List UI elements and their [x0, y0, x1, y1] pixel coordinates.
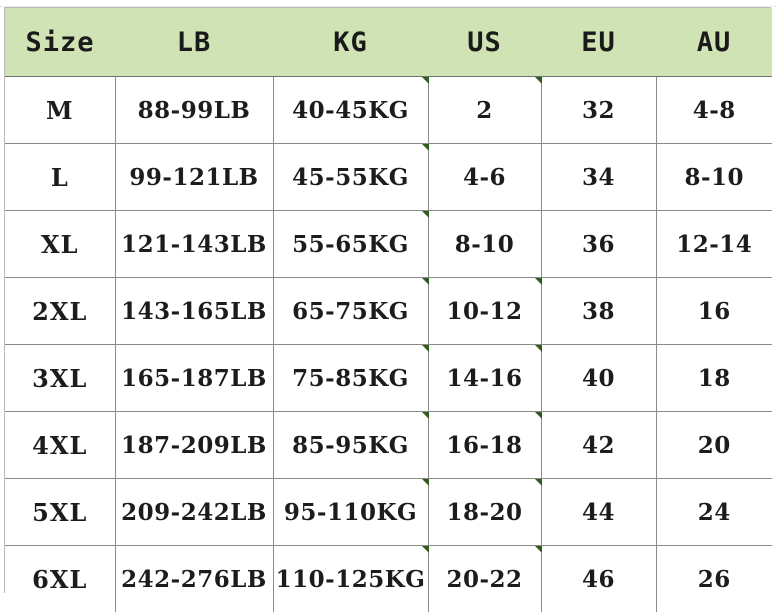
cell-au: 16	[656, 278, 772, 345]
cell-eu: 38	[541, 278, 656, 345]
column-header-us: US	[428, 8, 541, 77]
cell-au: 26	[656, 546, 772, 612]
cell-us: 16-18	[428, 412, 541, 479]
cell-size: 4XL	[5, 412, 115, 479]
cell-lb: 143-165LB	[115, 278, 273, 345]
cell-size: 2XL	[5, 278, 115, 345]
cell-us: 2	[428, 77, 541, 144]
cell-eu: 40	[541, 345, 656, 412]
cell-us: 10-12	[428, 278, 541, 345]
cell-size: 5XL	[5, 479, 115, 546]
cell-us: 8-10	[428, 211, 541, 278]
column-header-lb: LB	[115, 8, 273, 77]
table-row: 3XL 165-187LB 75-85KG 14-16 40 18	[5, 345, 772, 412]
table-row: 6XL 242-276LB 110-125KG 20-22 46 26	[5, 546, 772, 612]
table-row: XL 121-143LB 55-65KG 8-10 36 12-14	[5, 211, 772, 278]
table-row: 5XL 209-242LB 95-110KG 18-20 44 24	[5, 479, 772, 546]
cell-au: 12-14	[656, 211, 772, 278]
cell-size: 6XL	[5, 546, 115, 612]
cell-au: 24	[656, 479, 772, 546]
cell-us: 4-6	[428, 144, 541, 211]
table-row: 2XL 143-165LB 65-75KG 10-12 38 16	[5, 278, 772, 345]
cell-size: L	[5, 144, 115, 211]
cell-us: 14-16	[428, 345, 541, 412]
table-row: 4XL 187-209LB 85-95KG 16-18 42 20	[5, 412, 772, 479]
cell-us: 20-22	[428, 546, 541, 612]
column-header-kg: KG	[273, 8, 428, 77]
cell-eu: 34	[541, 144, 656, 211]
cell-kg: 95-110KG	[273, 479, 428, 546]
column-header-size: Size	[5, 8, 115, 77]
cell-size: XL	[5, 211, 115, 278]
column-header-au: AU	[656, 8, 772, 77]
column-header-eu: EU	[541, 8, 656, 77]
cell-size: 3XL	[5, 345, 115, 412]
table-body: M 88-99LB 40-45KG 2 32 4-8 L 99-121LB 45…	[5, 77, 772, 612]
cell-au: 4-8	[656, 77, 772, 144]
cell-lb: 165-187LB	[115, 345, 273, 412]
cell-au: 8-10	[656, 144, 772, 211]
cell-eu: 32	[541, 77, 656, 144]
cell-lb: 187-209LB	[115, 412, 273, 479]
cell-lb: 121-143LB	[115, 211, 273, 278]
cell-kg: 65-75KG	[273, 278, 428, 345]
cell-eu: 42	[541, 412, 656, 479]
cell-lb: 88-99LB	[115, 77, 273, 144]
cell-lb: 99-121LB	[115, 144, 273, 211]
cell-au: 18	[656, 345, 772, 412]
cell-eu: 36	[541, 211, 656, 278]
cell-kg: 55-65KG	[273, 211, 428, 278]
cell-us: 18-20	[428, 479, 541, 546]
scan-edge-strip	[0, 0, 776, 7]
size-chart-table-container: Size LB KG US EU AU M 88-99LB 40-45KG 2 …	[4, 7, 771, 593]
table-row: M 88-99LB 40-45KG 2 32 4-8	[5, 77, 772, 144]
size-chart-table: Size LB KG US EU AU M 88-99LB 40-45KG 2 …	[5, 8, 772, 612]
cell-lb: 242-276LB	[115, 546, 273, 612]
cell-size: M	[5, 77, 115, 144]
cell-kg: 40-45KG	[273, 77, 428, 144]
cell-eu: 46	[541, 546, 656, 612]
header-row: Size LB KG US EU AU	[5, 8, 772, 77]
table-row: L 99-121LB 45-55KG 4-6 34 8-10	[5, 144, 772, 211]
cell-kg: 45-55KG	[273, 144, 428, 211]
cell-lb: 209-242LB	[115, 479, 273, 546]
cell-eu: 44	[541, 479, 656, 546]
table-header: Size LB KG US EU AU	[5, 8, 772, 77]
cell-kg: 75-85KG	[273, 345, 428, 412]
cell-kg: 110-125KG	[273, 546, 428, 612]
cell-kg: 85-95KG	[273, 412, 428, 479]
cell-au: 20	[656, 412, 772, 479]
